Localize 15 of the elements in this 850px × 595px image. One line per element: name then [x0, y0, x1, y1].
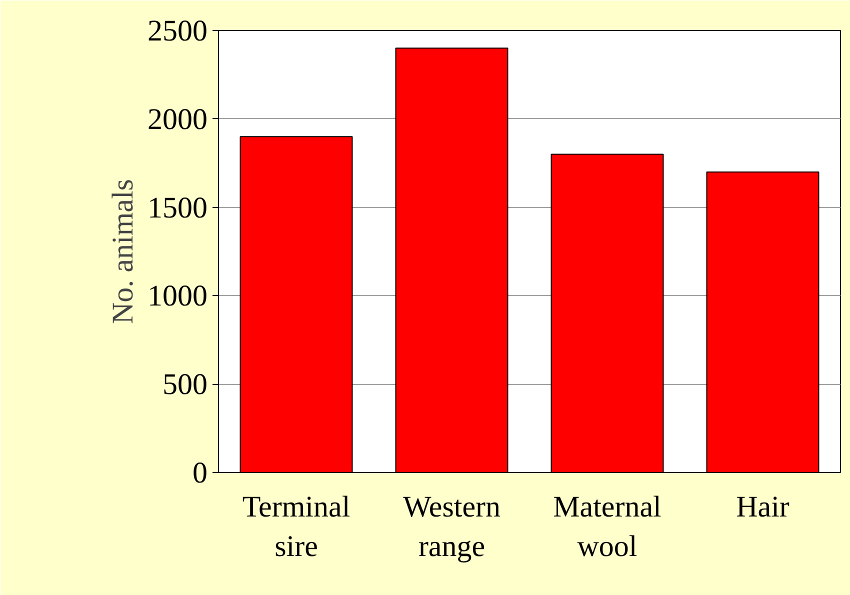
y-tick-label: 2000 — [148, 102, 208, 136]
bar — [395, 48, 508, 472]
bar — [706, 171, 820, 472]
y-tick-label: 1500 — [148, 191, 208, 224]
x-tick-label: Maternal wool — [553, 490, 662, 564]
bar — [240, 136, 353, 472]
bar — [550, 154, 664, 472]
y-tick-label: 1000 — [148, 280, 208, 313]
y-tick-label: 500 — [162, 368, 208, 402]
y-tick-label: 0 — [192, 456, 208, 490]
x-tick-label: Western range — [402, 490, 501, 564]
x-tick-label: Hair — [736, 490, 790, 524]
y-axis-title: No. animals — [106, 179, 140, 324]
x-tick-label: Terminal sire — [242, 490, 350, 564]
y-tick-label: 2500 — [148, 14, 208, 48]
